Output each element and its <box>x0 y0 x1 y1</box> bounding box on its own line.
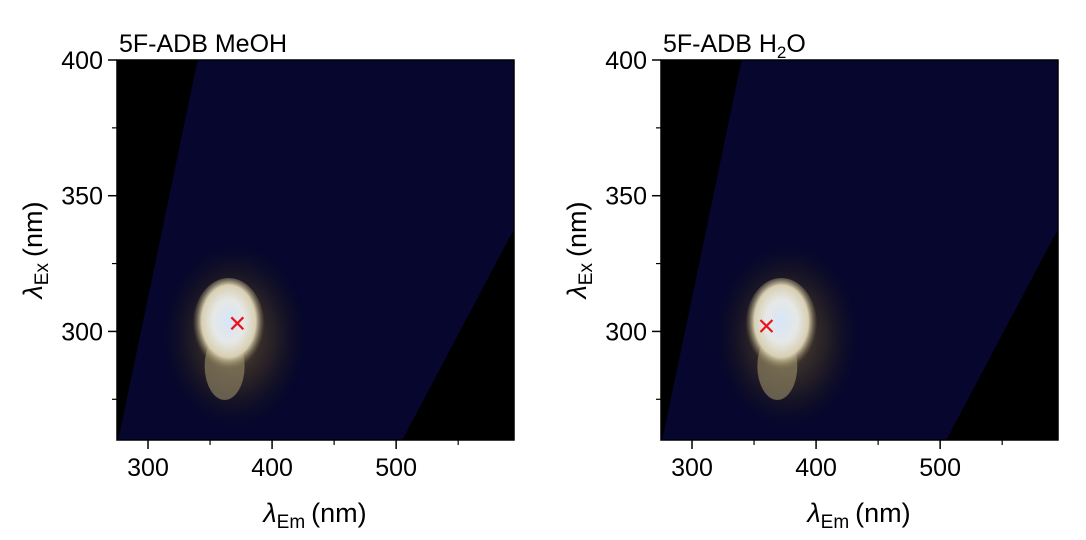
marker-stroke <box>759 319 774 333</box>
y-tick-label: 300 <box>605 318 647 346</box>
x-tick-label: 400 <box>251 454 293 482</box>
emission-peak <box>745 278 818 374</box>
y-tick-label: 300 <box>61 318 103 346</box>
x-tick-label: 500 <box>375 454 417 482</box>
plot-frame <box>660 59 1059 441</box>
title-tail: O <box>786 30 805 58</box>
y-axis-label: λEx(nm) <box>18 202 53 301</box>
y-tick-label: 400 <box>61 47 103 75</box>
chart-title: 5F-ADB H2O <box>663 30 806 62</box>
heatmap-panel-meoh: 300 400 500 300 350 400 5F-ADB MeOH λEm (nm) … <box>18 30 515 533</box>
x-tick-label: 300 <box>671 454 713 482</box>
eem-chart-h2o: 300 400 500 300 350 400 5F-ADB H2O λEm (nm) λ… <box>562 30 1059 533</box>
y-tick-label: 400 <box>605 47 647 75</box>
y-tick-label: 350 <box>61 183 103 211</box>
y-axis-label: λEx(nm) <box>562 202 597 301</box>
x-axis: 300 400 500 <box>127 440 459 482</box>
plot-frame <box>116 59 515 441</box>
y-tick-label: 350 <box>605 183 647 211</box>
marker-stroke <box>230 316 245 331</box>
heatmap-panel-h2o: 300 400 500 300 350 400 5F-ADB H2O λEm (nm) λ… <box>543 0 1086 540</box>
y-axis: 300 350 400 <box>61 47 117 400</box>
x-axis: 300 400 500 <box>671 440 1003 482</box>
x-tick-label: 500 <box>919 454 961 482</box>
x-tick-label: 400 <box>795 454 837 482</box>
x-axis-label: λEm (nm) <box>261 498 366 533</box>
x-tick-label: 300 <box>127 454 169 482</box>
emission-peak <box>192 278 265 374</box>
marker-x <box>759 319 774 333</box>
y-axis: 300 350 400 <box>605 47 661 400</box>
chart-title: 5F-ADB MeOH <box>119 30 287 58</box>
marker-x <box>230 316 245 331</box>
title-subscript: 2 <box>777 43 786 62</box>
x-axis-label: λEm (nm) <box>805 498 910 533</box>
